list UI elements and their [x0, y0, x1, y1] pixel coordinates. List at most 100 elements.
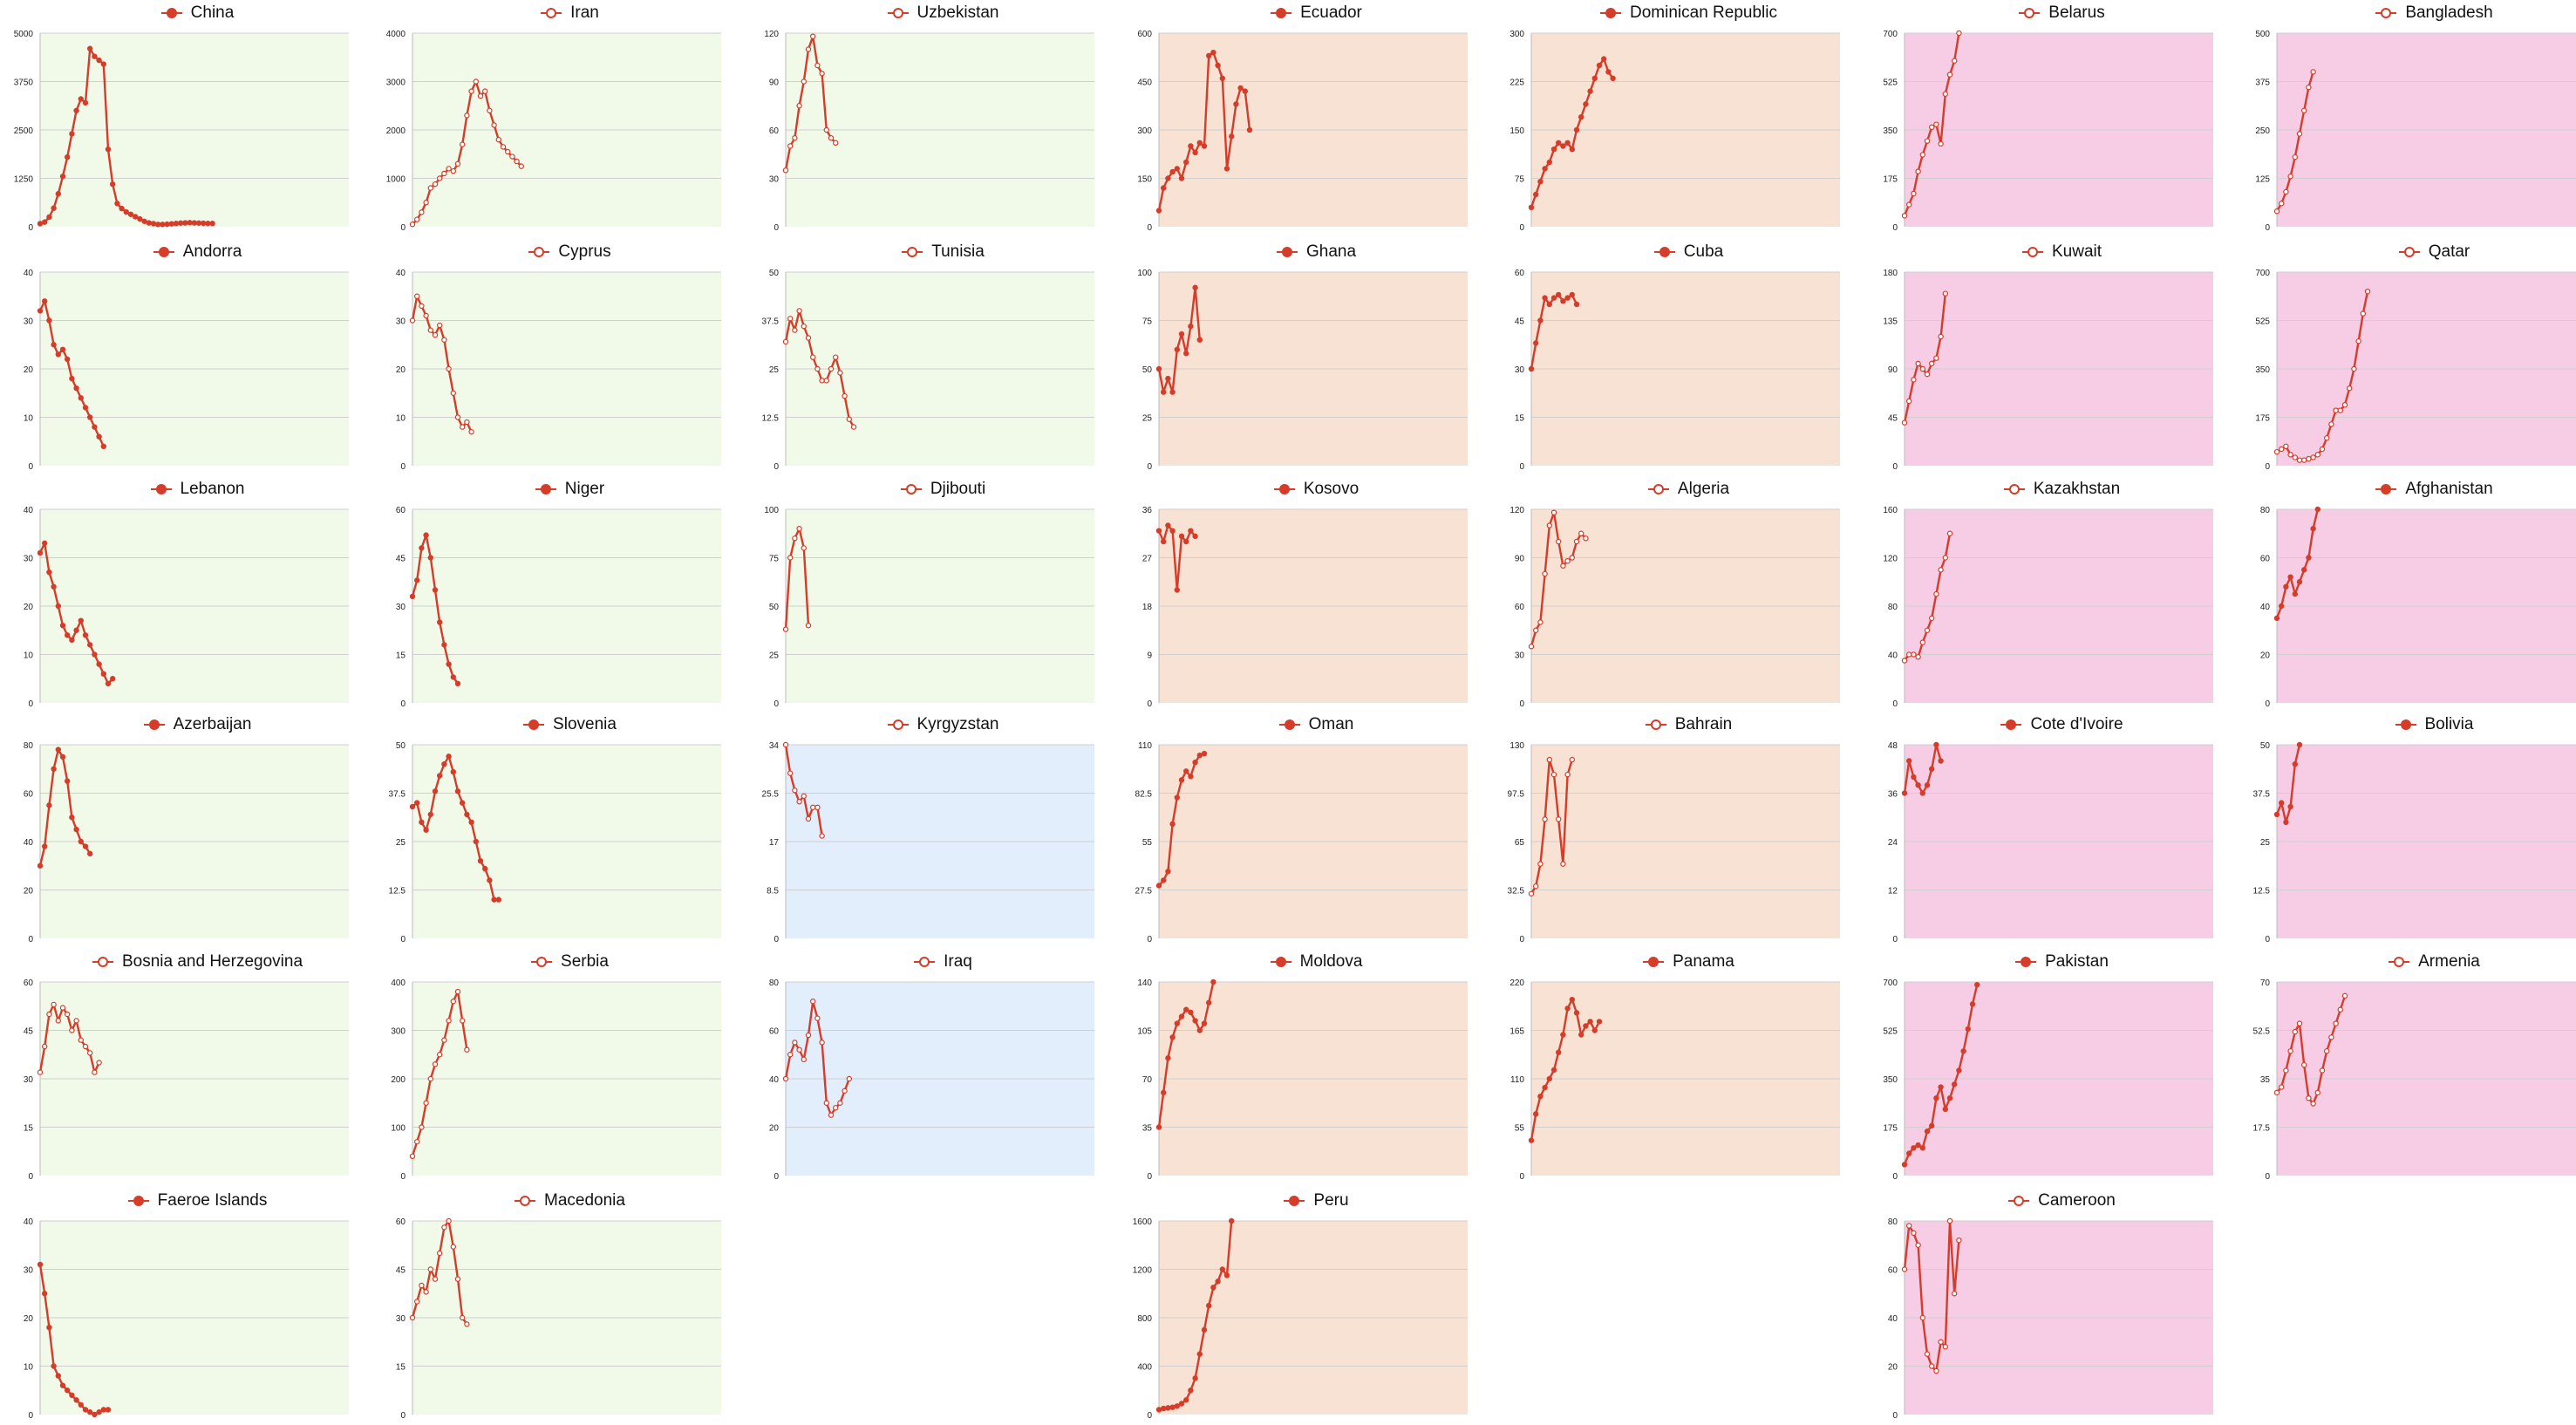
data-point — [1201, 1326, 1208, 1333]
y-tick-label: 36 — [1888, 790, 1898, 800]
chart-title: Cyprus — [397, 242, 743, 265]
data-point — [2292, 454, 2299, 460]
data-point — [481, 88, 488, 94]
data-point — [423, 312, 429, 319]
data-point — [150, 221, 157, 227]
chart-panel: Dominican Republic 0 75 150 225 300 — [1491, 3, 1862, 237]
chart-panel: Moldova 0 35 70 105 140 — [1119, 952, 1489, 1186]
chart-title-text: Serbia — [561, 952, 609, 971]
data-point — [96, 57, 102, 64]
y-tick-label: 1000 — [386, 175, 406, 185]
data-point — [1550, 771, 1557, 778]
data-point — [782, 338, 789, 345]
data-point — [1564, 557, 1571, 564]
y-tick-label: 120 — [764, 30, 779, 39]
chart-plot: 0 12.5 25 37.5 50 — [762, 269, 1094, 472]
y-tick-label: 0 — [28, 699, 33, 709]
chart-panel: Peru 0 400 800 1200 1600 — [1119, 1191, 1489, 1425]
data-point — [2296, 131, 2303, 137]
y-tick-label: 0 — [2265, 935, 2270, 944]
data-point — [2292, 1028, 2299, 1035]
data-point — [787, 770, 794, 776]
data-point — [796, 526, 802, 532]
y-tick-label: 450 — [1137, 78, 1152, 88]
legend-marker-icon — [1276, 246, 1298, 257]
data-point — [459, 800, 466, 806]
data-point — [1165, 1055, 1171, 1061]
chart-plot: 0 40 80 120 160 — [1883, 506, 2213, 709]
chart-title-text: Kazakhstan — [2033, 480, 2121, 498]
y-tick-label: 2500 — [14, 126, 34, 136]
data-point — [51, 342, 57, 348]
data-point — [1537, 619, 1544, 625]
chart-title: Cuba — [1516, 242, 1862, 265]
data-point — [1911, 1230, 1917, 1237]
data-point — [1560, 143, 1566, 149]
data-point — [2273, 615, 2280, 622]
y-tick-label: 35 — [2260, 1075, 2271, 1085]
data-point — [1165, 175, 1171, 181]
data-point — [177, 220, 184, 226]
data-point — [1933, 355, 1939, 361]
data-point — [1196, 337, 1203, 343]
data-point — [1928, 1122, 1935, 1129]
y-tick-label: 18 — [1142, 603, 1153, 612]
data-point — [1528, 890, 1535, 897]
chart-title-text: Cyprus — [558, 242, 611, 261]
legend-marker-icon — [515, 1195, 536, 1206]
chart-plot: 0 175 350 525 700 — [1883, 978, 2213, 1182]
data-point — [1161, 185, 1167, 191]
y-tick-label: 0 — [1519, 935, 1524, 944]
y-tick-label: 500 — [2255, 30, 2270, 39]
data-point — [1901, 1266, 1908, 1272]
y-tick-label: 40 — [24, 269, 34, 278]
data-point — [1533, 1111, 1539, 1117]
y-tick-label: 10 — [24, 414, 34, 424]
y-tick-label: 37.5 — [389, 790, 406, 800]
data-point — [1169, 821, 1176, 828]
legend-marker-icon — [2003, 483, 2025, 494]
data-point — [1165, 375, 1171, 382]
y-tick-label: 0 — [2265, 223, 2270, 233]
data-point — [801, 323, 808, 330]
data-point — [432, 788, 439, 794]
data-point — [409, 222, 416, 228]
y-tick-label: 0 — [773, 935, 779, 944]
y-tick-label: 20 — [24, 365, 34, 375]
data-point — [146, 220, 152, 226]
chart-plot: 0 75 150 225 300 — [1509, 30, 1840, 233]
data-point — [1546, 301, 1553, 308]
data-point — [37, 308, 44, 314]
data-point — [1915, 168, 1921, 174]
data-point — [787, 316, 794, 322]
data-point — [100, 1407, 107, 1413]
y-tick-label: 12 — [1888, 887, 1898, 897]
data-point — [1560, 1032, 1566, 1038]
data-point — [1573, 1010, 1580, 1016]
chart-plot: 0 45 90 135 180 — [1883, 269, 2213, 472]
data-point — [805, 622, 812, 629]
data-point — [446, 1018, 452, 1024]
chart-title: China — [24, 3, 371, 26]
data-point — [2283, 443, 2289, 449]
y-tick-label: 30 — [1515, 651, 1525, 661]
chart-title: Uzbekistan — [770, 3, 1116, 26]
chart-panel: Iraq 0 20 40 60 80 — [746, 952, 1116, 1186]
data-point — [1919, 152, 1926, 158]
data-point — [819, 378, 825, 384]
data-point — [1924, 1351, 1931, 1357]
data-point — [828, 135, 835, 141]
data-point — [2292, 590, 2299, 597]
data-point — [1165, 522, 1171, 528]
legend-marker-icon — [1600, 7, 1622, 18]
data-point — [419, 303, 425, 310]
chart-panel: Cyprus 0 10 20 30 40 — [372, 242, 743, 476]
data-point — [468, 819, 474, 826]
data-point — [1942, 290, 1949, 297]
data-point — [1542, 166, 1548, 172]
y-tick-label: 17 — [769, 838, 780, 848]
data-point — [51, 1363, 57, 1369]
legend-marker-icon — [1270, 956, 1291, 967]
y-tick-label: 27.5 — [1135, 887, 1153, 897]
chart-title: Kosovo — [1143, 480, 1489, 502]
